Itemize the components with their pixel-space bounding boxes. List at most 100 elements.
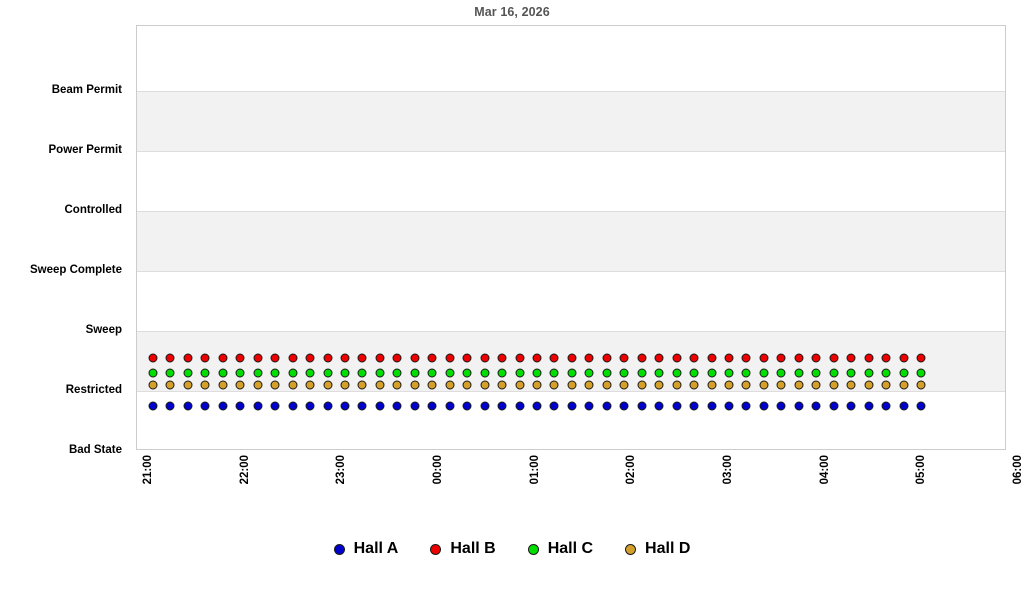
data-point-marker[interactable] (584, 368, 594, 378)
data-point-marker[interactable] (724, 353, 734, 363)
data-point-marker[interactable] (183, 401, 193, 411)
data-point-marker[interactable] (741, 368, 751, 378)
data-point-marker[interactable] (776, 401, 786, 411)
data-point-marker[interactable] (637, 353, 647, 363)
data-point-marker[interactable] (916, 380, 926, 390)
data-point-marker[interactable] (410, 380, 420, 390)
data-point-marker[interactable] (689, 353, 699, 363)
data-point-marker[interactable] (357, 353, 367, 363)
data-point-marker[interactable] (375, 353, 385, 363)
data-point-marker[interactable] (515, 380, 525, 390)
data-point-marker[interactable] (619, 368, 629, 378)
data-point-marker[interactable] (340, 368, 350, 378)
legend-entry-hall-a[interactable]: Hall A (333, 540, 398, 558)
data-point-marker[interactable] (881, 401, 891, 411)
data-point-marker[interactable] (602, 368, 612, 378)
data-point-marker[interactable] (864, 401, 874, 411)
data-point-marker[interactable] (165, 380, 175, 390)
data-point-marker[interactable] (776, 368, 786, 378)
data-point-marker[interactable] (689, 380, 699, 390)
data-point-marker[interactable] (864, 380, 874, 390)
data-point-marker[interactable] (183, 380, 193, 390)
data-point-marker[interactable] (218, 368, 228, 378)
data-point-marker[interactable] (707, 380, 717, 390)
data-point-marker[interactable] (916, 353, 926, 363)
data-point-marker[interactable] (619, 401, 629, 411)
data-point-marker[interactable] (497, 353, 507, 363)
data-point-marker[interactable] (497, 380, 507, 390)
data-point-marker[interactable] (480, 368, 490, 378)
data-point-marker[interactable] (148, 368, 158, 378)
data-point-marker[interactable] (567, 401, 577, 411)
data-point-marker[interactable] (881, 353, 891, 363)
data-point-marker[interactable] (881, 380, 891, 390)
data-point-marker[interactable] (375, 380, 385, 390)
data-point-marker[interactable] (165, 353, 175, 363)
data-point-marker[interactable] (567, 380, 577, 390)
data-point-marker[interactable] (899, 353, 909, 363)
data-point-marker[interactable] (410, 368, 420, 378)
data-point-marker[interactable] (741, 401, 751, 411)
data-point-marker[interactable] (549, 368, 559, 378)
data-point-marker[interactable] (200, 353, 210, 363)
data-point-marker[interactable] (602, 353, 612, 363)
data-point-marker[interactable] (427, 401, 437, 411)
data-point-marker[interactable] (200, 380, 210, 390)
data-point-marker[interactable] (305, 380, 315, 390)
data-point-marker[interactable] (497, 401, 507, 411)
data-point-marker[interactable] (811, 380, 821, 390)
data-point-marker[interactable] (480, 353, 490, 363)
data-point-marker[interactable] (549, 380, 559, 390)
data-point-marker[interactable] (515, 368, 525, 378)
data-point-marker[interactable] (637, 380, 647, 390)
data-point-marker[interactable] (357, 368, 367, 378)
data-point-marker[interactable] (462, 401, 472, 411)
data-point-marker[interactable] (811, 401, 821, 411)
data-point-marker[interactable] (532, 401, 542, 411)
data-point-marker[interactable] (776, 380, 786, 390)
data-point-marker[interactable] (218, 353, 228, 363)
data-point-marker[interactable] (689, 401, 699, 411)
data-point-marker[interactable] (445, 353, 455, 363)
data-point-marker[interactable] (759, 380, 769, 390)
data-point-marker[interactable] (200, 401, 210, 411)
data-point-marker[interactable] (759, 401, 769, 411)
data-point-marker[interactable] (235, 368, 245, 378)
data-point-marker[interactable] (270, 368, 280, 378)
data-point-marker[interactable] (637, 368, 647, 378)
data-point-marker[interactable] (654, 401, 664, 411)
data-point-marker[interactable] (462, 368, 472, 378)
data-point-marker[interactable] (392, 353, 402, 363)
data-point-marker[interactable] (846, 401, 856, 411)
data-point-marker[interactable] (916, 368, 926, 378)
data-point-marker[interactable] (305, 353, 315, 363)
data-point-marker[interactable] (724, 380, 734, 390)
data-point-marker[interactable] (375, 401, 385, 411)
data-point-marker[interactable] (515, 401, 525, 411)
data-point-marker[interactable] (183, 368, 193, 378)
data-point-marker[interactable] (899, 368, 909, 378)
data-point-marker[interactable] (218, 380, 228, 390)
plot-area[interactable] (136, 25, 1006, 450)
data-point-marker[interactable] (759, 353, 769, 363)
data-point-marker[interactable] (340, 380, 350, 390)
data-point-marker[interactable] (148, 380, 158, 390)
data-point-marker[interactable] (654, 380, 664, 390)
data-point-marker[interactable] (794, 368, 804, 378)
data-point-marker[interactable] (811, 353, 821, 363)
data-point-marker[interactable] (253, 368, 263, 378)
data-point-marker[interactable] (759, 368, 769, 378)
data-point-marker[interactable] (881, 368, 891, 378)
data-point-marker[interactable] (672, 401, 682, 411)
data-point-marker[interactable] (445, 401, 455, 411)
data-point-marker[interactable] (584, 401, 594, 411)
data-point-marker[interactable] (829, 368, 839, 378)
data-point-marker[interactable] (584, 380, 594, 390)
data-point-marker[interactable] (357, 401, 367, 411)
data-point-marker[interactable] (532, 368, 542, 378)
data-point-marker[interactable] (584, 353, 594, 363)
data-point-marker[interactable] (270, 401, 280, 411)
data-point-marker[interactable] (288, 353, 298, 363)
data-point-marker[interactable] (323, 401, 333, 411)
data-point-marker[interactable] (288, 401, 298, 411)
